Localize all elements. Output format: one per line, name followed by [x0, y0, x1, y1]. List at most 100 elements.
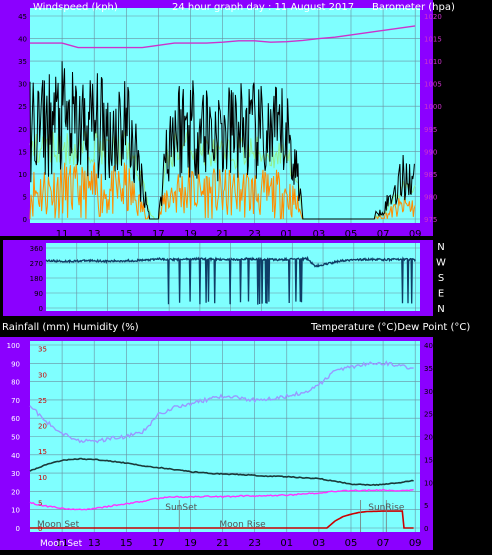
header-temperature: Temperature (°C)Dew Point (°C)	[310, 322, 470, 333]
temperature-tick: 10	[424, 479, 433, 487]
x-tick-label: 19	[184, 538, 197, 549]
humidity-tick: 40	[11, 452, 20, 460]
direction-tick: 270	[30, 260, 43, 268]
direction-tick: 360	[30, 245, 43, 253]
x-tick-label: 19	[184, 229, 197, 240]
x-tick-label: 13	[88, 538, 101, 549]
y-left-tick: 35	[18, 58, 27, 66]
series-humidity	[29, 360, 414, 444]
compass-label: S	[438, 273, 444, 284]
x-tick-label: 09	[409, 538, 422, 549]
y-left-tick: 5	[23, 193, 27, 201]
x-tick-label: 15	[120, 229, 133, 240]
x-tick-label: 21	[216, 229, 229, 240]
rainfall-tick: 25	[38, 397, 47, 405]
compass-label: N	[437, 304, 444, 315]
compass-label: W	[436, 258, 446, 269]
y-right-tick: 1010	[424, 58, 442, 66]
x-tick-label: 15	[120, 538, 133, 549]
rainfall-tick: 20	[38, 423, 47, 431]
x-tick-label: 11	[56, 229, 69, 240]
humidity-tick: 70	[11, 397, 20, 405]
y-left-tick: 45	[18, 13, 27, 21]
y-left-tick: 0	[23, 216, 27, 224]
humidity-tick: 80	[11, 379, 20, 387]
x-tick-label: 03	[313, 538, 326, 549]
moonrise-label: Moon Rise	[219, 520, 266, 530]
humidity-tick: 20	[11, 488, 20, 496]
temperature-tick: 30	[424, 388, 433, 396]
rainfall-tick: 30	[38, 371, 47, 379]
y-right-tick: 980	[424, 193, 437, 201]
x-tick-label: 07	[377, 538, 390, 549]
y-left-tick: 10	[18, 171, 27, 179]
rainfall-tick: 5	[38, 499, 42, 507]
direction-tick: 0	[39, 305, 43, 313]
y-left-tick: 20	[18, 126, 27, 134]
x-tick-label: 07	[377, 229, 390, 240]
y-left-tick: 15	[18, 148, 27, 156]
series-windspeed	[29, 61, 415, 220]
x-tick-label: 11	[56, 538, 69, 549]
humidity-tick: 90	[11, 360, 20, 368]
rainfall-tick: 10	[38, 474, 47, 482]
series-rainfall	[30, 510, 414, 529]
sunrise-label: SunRise	[368, 503, 405, 513]
y-right-tick: 990	[424, 148, 437, 156]
series-barometer	[30, 25, 416, 49]
y-right-tick: 995	[424, 126, 437, 134]
moonset-label-bottom: Moon Set	[40, 539, 83, 549]
series-wind-direction	[45, 255, 416, 305]
rainfall-tick: 0	[38, 525, 42, 533]
y-right-tick: 1015	[424, 36, 442, 44]
x-tick-label: 13	[88, 229, 101, 240]
header-rain-humidity: Rainfall (mm) Humidity (%)	[2, 322, 139, 333]
direction-tick: 180	[30, 275, 43, 283]
temperature-tick: 40	[424, 342, 433, 350]
moonset-label-top: Moon Set	[37, 520, 80, 530]
temperature-tick: 5	[424, 502, 428, 510]
temperature-tick: 35	[424, 365, 433, 373]
compass-label: N	[437, 242, 444, 253]
x-tick-label: 17	[152, 538, 165, 549]
x-tick-label: 05	[345, 229, 358, 240]
compass-label: E	[438, 289, 444, 300]
direction-tick: 90	[34, 290, 43, 298]
x-tick-label: 01	[280, 538, 293, 549]
header-windspeed: Windspeed (kph)	[33, 2, 118, 13]
x-tick-label: 09	[409, 229, 422, 240]
series-dew-point	[29, 488, 414, 511]
humidity-tick: 100	[7, 342, 20, 350]
y-left-tick: 25	[18, 103, 27, 111]
humidity-tick: 0	[16, 525, 20, 533]
y-right-tick: 985	[424, 171, 437, 179]
y-left-tick: 30	[18, 81, 27, 89]
humidity-tick: 10	[11, 507, 20, 515]
series-temperature	[29, 457, 414, 487]
y-right-tick: 1005	[424, 81, 442, 89]
x-tick-label: 23	[248, 229, 261, 240]
header-title: 24 hour graph day : 11 August 2017	[172, 2, 354, 13]
y-left-tick: 40	[18, 36, 27, 44]
y-right-tick: 975	[424, 216, 437, 224]
temperature-tick: 25	[424, 411, 433, 419]
humidity-tick: 60	[11, 415, 20, 423]
humidity-tick: 30	[11, 470, 20, 478]
y-right-tick: 1000	[424, 103, 442, 111]
header-barometer: Barometer (hpa)	[372, 2, 455, 13]
plot-direction	[46, 243, 420, 311]
temperature-tick: 20	[424, 434, 433, 442]
rainfall-tick: 15	[38, 448, 47, 456]
x-tick-label: 21	[216, 538, 229, 549]
x-tick-label: 23	[248, 538, 261, 549]
x-tick-label: 05	[345, 538, 358, 549]
x-tick-label: 01	[280, 229, 293, 240]
humidity-tick: 50	[11, 434, 20, 442]
rainfall-tick: 35	[38, 346, 47, 354]
y-right-tick: 1020	[424, 13, 442, 21]
x-tick-label: 17	[152, 229, 165, 240]
temperature-tick: 0	[424, 525, 428, 533]
sunset-label: SunSet	[165, 503, 197, 513]
x-tick-label: 03	[313, 229, 326, 240]
